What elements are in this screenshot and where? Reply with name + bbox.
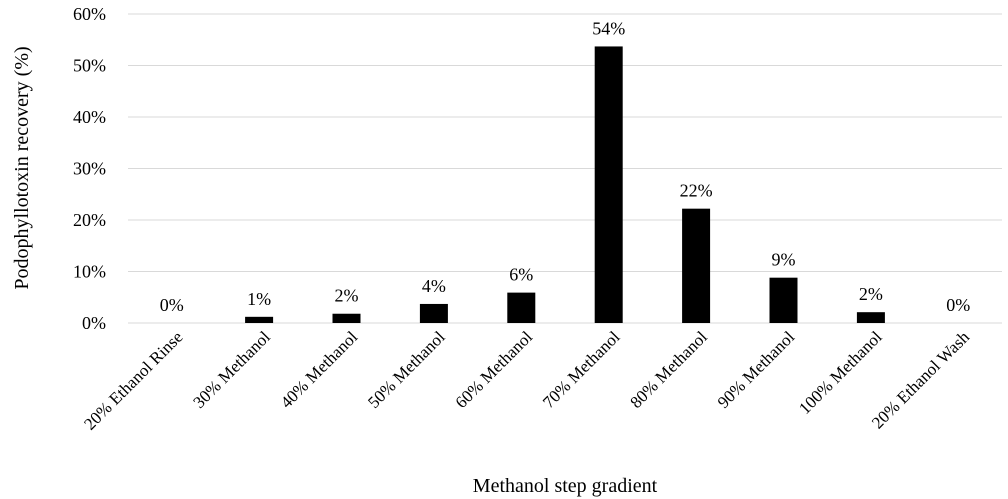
- y-tick-label: 0%: [82, 313, 106, 333]
- bar: [507, 292, 536, 323]
- gridlines: [128, 13, 1002, 324]
- bar: [856, 312, 885, 323]
- x-tick-label: 100% Methanol: [795, 327, 886, 418]
- x-tick-label: 20% Ethanol Rinse: [80, 327, 186, 433]
- y-tick-label: 20%: [73, 210, 106, 230]
- data-label: 9%: [772, 250, 796, 270]
- data-label: 0%: [160, 295, 184, 315]
- x-axis-ticks: 20% Ethanol Rinse 30% Methanol 40% Methano…: [80, 327, 973, 434]
- data-label: 2%: [859, 284, 883, 304]
- x-tick-label: 90% Methanol: [714, 327, 799, 412]
- data-label: 22%: [680, 181, 713, 201]
- y-tick-label: 50%: [73, 56, 106, 76]
- data-label: 4%: [422, 276, 446, 296]
- y-axis-ticks: 0% 10% 20% 30% 40% 50% 60%: [73, 4, 106, 333]
- x-tick-label: 20% Ethanol Wash: [868, 327, 973, 432]
- bar: [419, 303, 448, 323]
- bar: [245, 316, 274, 323]
- data-label: 54%: [592, 18, 625, 38]
- data-labels: 0% 1% 2% 4% 6% 54% 22% 9% 2% 0%: [160, 18, 971, 315]
- bar: [769, 277, 798, 323]
- y-axis-title: Podophyllotoxin recovery (%): [11, 46, 33, 289]
- y-tick-label: 60%: [73, 4, 106, 24]
- x-tick-label: 80% Methanol: [626, 327, 711, 412]
- x-tick-label: 40% Methanol: [277, 327, 362, 412]
- y-tick-label: 40%: [73, 107, 106, 127]
- y-tick-label: 30%: [73, 159, 106, 179]
- bar: [594, 46, 623, 323]
- data-label: 1%: [247, 289, 271, 309]
- x-tick-label: 70% Methanol: [539, 327, 624, 412]
- data-label: 6%: [509, 265, 533, 285]
- x-tick-label: 30% Methanol: [189, 327, 274, 412]
- x-tick-label: 60% Methanol: [452, 327, 537, 412]
- bar: [682, 208, 711, 323]
- y-tick-label: 10%: [73, 262, 106, 282]
- bars: [245, 46, 885, 323]
- x-tick-label: 50% Methanol: [364, 327, 449, 412]
- data-label: 0%: [946, 295, 970, 315]
- bar: [332, 313, 361, 323]
- x-axis-title: Methanol step gradient: [473, 475, 658, 497]
- data-label: 2%: [335, 286, 359, 306]
